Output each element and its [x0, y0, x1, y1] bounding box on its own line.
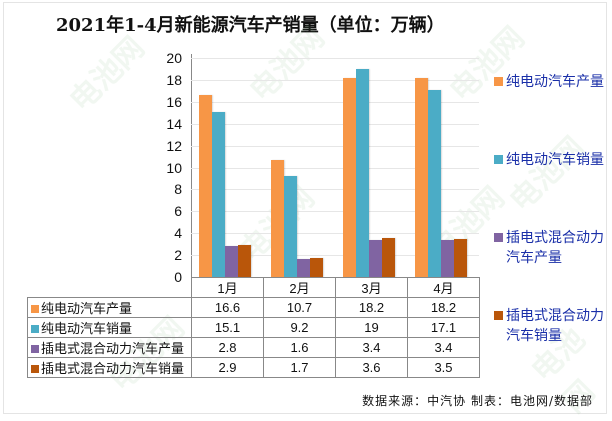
bar-1月-3 [238, 245, 251, 277]
table-header-cell: 4月 [407, 277, 480, 298]
table-header-cell: 3月 [335, 277, 408, 298]
table-cell: 19 [335, 317, 408, 338]
legend-item-bev-sales: 纯电动汽车销量 [494, 150, 612, 170]
table-cell: 10.7 [263, 297, 336, 318]
table-cell: 16.6 [191, 297, 264, 318]
legend-swatch-icon [494, 155, 503, 164]
legend-swatch-phev-sales [31, 365, 39, 373]
table-cell: 18.2 [407, 297, 480, 318]
table-cell: 3.4 [407, 337, 480, 358]
bar-4月-2 [441, 239, 454, 277]
y-tick-label: 2 [174, 247, 182, 264]
bar-3月-0 [343, 77, 356, 277]
table-row: 插电式混合动力汽车销量 2.9 1.7 3.6 3.5 [27, 357, 480, 378]
table-header-cell: 1月 [191, 277, 264, 298]
bar-3月-2 [369, 239, 382, 277]
bar-3月-1 [356, 68, 369, 277]
legend-label: 纯电动汽车销量 [506, 152, 604, 168]
table-cell: 2.8 [191, 337, 264, 358]
table-cell: 2.9 [191, 357, 264, 378]
bar-4月-3 [454, 238, 467, 277]
y-axis-line [191, 54, 192, 278]
row-label-text: 插电式混合动力汽车产量 [41, 341, 185, 356]
legend-swatch-bev-sales [31, 325, 39, 333]
table-cell: 17.1 [407, 317, 480, 338]
table-row-label: 插电式混合动力汽车销量 [27, 357, 192, 378]
table-row-label: 纯电动汽车产量 [27, 297, 192, 318]
gridline [191, 145, 479, 147]
y-tick-label: 14 [166, 115, 182, 132]
bar-2月-3 [310, 258, 323, 277]
row-label-text: 纯电动汽车产量 [41, 301, 133, 316]
bar-1月-2 [225, 246, 238, 277]
legend-swatch-icon [494, 233, 503, 242]
gridline [191, 211, 479, 213]
y-tick-label: 10 [166, 159, 182, 176]
gridline [191, 79, 479, 81]
legend-swatch-icon [494, 311, 503, 320]
legend-label: 插电式混合动力汽车销量 [506, 308, 604, 344]
legend-label: 纯电动汽车产量 [506, 74, 604, 90]
bar-4月-1 [428, 89, 441, 277]
gridline [191, 101, 479, 103]
legend-swatch-icon [494, 77, 503, 86]
y-tick-label: 8 [174, 181, 182, 198]
bar-4月-0 [415, 77, 428, 277]
table-row: 插电式混合动力汽车产量 2.8 1.6 3.4 3.4 [27, 337, 480, 358]
y-tick-label: 20 [166, 50, 182, 66]
chart-frame [3, 2, 607, 414]
chart-title: 2021年1-4月新能源汽车产销量（单位：万辆） [56, 15, 445, 36]
gridline [191, 58, 479, 59]
bar-1月-1 [212, 111, 225, 277]
table-cell: 3.4 [335, 337, 408, 358]
legend-swatch-bev-production [31, 305, 39, 313]
table-row: 纯电动汽车销量 15.1 9.2 19 17.1 [27, 317, 480, 338]
table-row-label: 插电式混合动力汽车产量 [27, 337, 192, 358]
gridline [191, 233, 479, 235]
table-cell: 3.5 [407, 357, 480, 378]
table-row-label: 纯电动汽车销量 [27, 317, 192, 338]
table-header-cell: 2月 [263, 277, 336, 298]
table-cell: 1.6 [263, 337, 336, 358]
legend-label: 插电式混合动力汽车产量 [506, 230, 604, 266]
source-note: 数据来源：中汽协 制表：电池网/数据部 [362, 394, 593, 408]
bar-1月-0 [199, 95, 212, 277]
table-cell: 18.2 [335, 297, 408, 318]
bar-2月-0 [271, 159, 284, 277]
table-cell: 15.1 [191, 317, 264, 338]
table-cell: 9.2 [263, 317, 336, 338]
data-table: 1月 2月 3月 4月 纯电动汽车产量 16.6 10.7 18.2 18.2 … [27, 277, 480, 378]
y-tick-label: 6 [174, 203, 182, 220]
table-cell: 3.6 [335, 357, 408, 378]
gridline [191, 167, 479, 169]
y-tick-label: 12 [166, 137, 182, 154]
y-tick-label: 16 [166, 93, 182, 110]
row-label-text: 插电式混合动力汽车销量 [41, 361, 185, 376]
bar-3月-3 [382, 237, 395, 277]
gridline [191, 189, 479, 191]
legend-item-bev-production: 纯电动汽车产量 [494, 72, 612, 92]
row-label-text: 纯电动汽车销量 [41, 321, 133, 336]
table-corner [27, 277, 192, 298]
y-tick-label: 0 [174, 269, 182, 285]
gridline [191, 123, 479, 125]
table-header-row: 1月 2月 3月 4月 [27, 277, 480, 298]
bar-2月-2 [297, 259, 310, 277]
bar-2月-1 [284, 176, 297, 277]
legend-swatch-phev-production [31, 345, 39, 353]
y-tick-label: 4 [174, 225, 182, 242]
table-row: 纯电动汽车产量 16.6 10.7 18.2 18.2 [27, 297, 480, 318]
legend-item-phev-production: 插电式混合动力汽车产量 [494, 228, 612, 268]
gridline [191, 255, 479, 257]
y-tick-label: 18 [166, 71, 182, 88]
plot-area [191, 58, 479, 277]
table-cell: 1.7 [263, 357, 336, 378]
legend-item-phev-sales: 插电式混合动力汽车销量 [494, 306, 612, 346]
